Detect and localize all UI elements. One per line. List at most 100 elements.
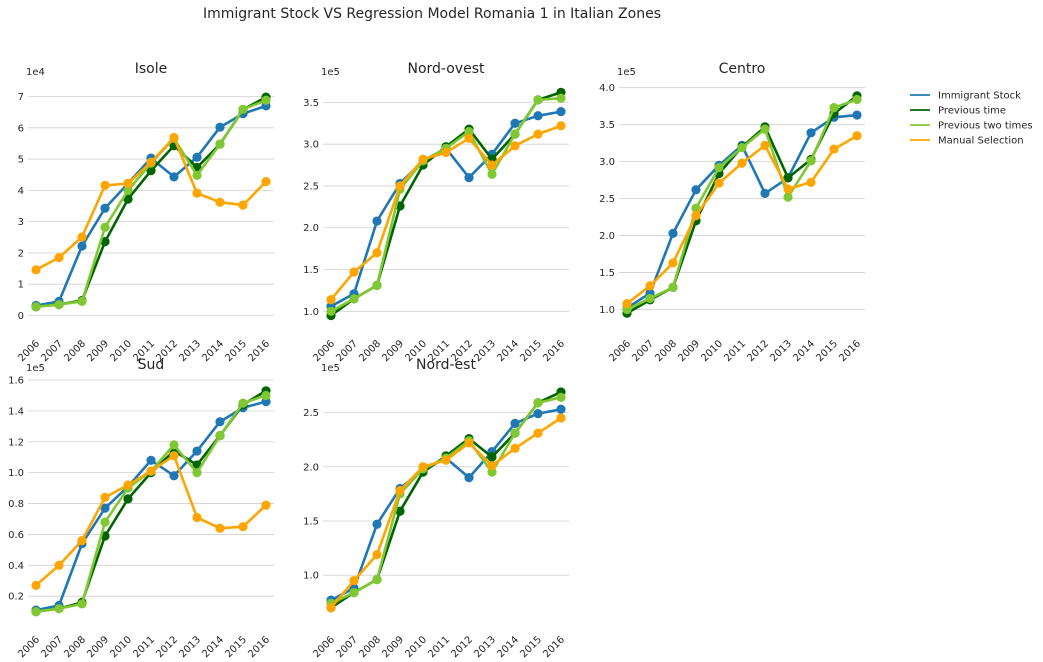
data-point xyxy=(510,118,520,128)
data-point xyxy=(100,492,110,502)
data-point xyxy=(533,111,543,121)
x-tick-label: 2014 xyxy=(791,338,817,364)
legend-label: Manual Selection xyxy=(938,136,1024,147)
data-point xyxy=(100,203,110,213)
data-point xyxy=(714,178,724,188)
series-manual-selection xyxy=(326,413,566,613)
y-tick-label: 1.5 xyxy=(303,265,319,276)
data-point xyxy=(215,122,225,132)
data-point xyxy=(829,144,839,154)
series-previous-two-times xyxy=(326,93,566,316)
legend-label: Previous time xyxy=(938,106,1006,117)
data-point xyxy=(238,398,248,408)
data-point xyxy=(668,282,678,292)
data-point xyxy=(31,265,41,275)
data-point xyxy=(806,177,816,187)
series-line xyxy=(330,96,562,313)
series-line xyxy=(35,389,267,613)
data-point xyxy=(806,128,816,138)
data-point xyxy=(238,522,248,532)
series-manual-selection xyxy=(31,132,271,275)
series-line xyxy=(35,400,267,612)
x-tick-label: 2007 xyxy=(630,338,656,364)
axis-multiplier: 1e5 xyxy=(321,67,340,78)
legend-label: Immigrant Stock xyxy=(938,91,1021,102)
x-tick-label: 2010 xyxy=(108,338,134,364)
y-tick-label: 1.4 xyxy=(8,406,24,417)
data-point xyxy=(418,462,428,472)
data-point xyxy=(464,133,474,143)
data-point xyxy=(372,549,382,560)
data-point xyxy=(100,180,110,190)
x-tick-label: 2011 xyxy=(426,634,452,658)
data-point xyxy=(169,172,179,182)
data-point xyxy=(645,293,655,304)
data-point xyxy=(77,599,87,609)
data-point xyxy=(395,506,405,516)
x-tick-label: 2016 xyxy=(246,338,272,364)
y-tick-label: 6 xyxy=(18,123,24,134)
x-tick-label: 2012 xyxy=(154,634,180,658)
x-tick-label: 2008 xyxy=(357,634,383,658)
data-point xyxy=(533,398,543,408)
data-point xyxy=(441,455,451,465)
data-point xyxy=(215,197,225,207)
data-point xyxy=(441,147,451,158)
series-immigrant-stock xyxy=(31,101,271,311)
data-point xyxy=(464,473,474,483)
data-point xyxy=(192,468,202,478)
y-tick-label: 1.5 xyxy=(599,268,615,279)
data-point xyxy=(395,181,405,191)
series-previous-two-times xyxy=(622,94,862,315)
axis-multiplier: 1e5 xyxy=(26,363,45,374)
legend-label: Previous two times xyxy=(938,121,1033,132)
series-manual-selection xyxy=(31,451,271,590)
x-tick-label: 2016 xyxy=(541,338,567,364)
data-point xyxy=(215,523,225,533)
y-tick-label: 1 xyxy=(18,280,24,291)
y-tick-label: 3.5 xyxy=(303,98,319,109)
data-point xyxy=(668,228,678,238)
y-tick-label: 3.5 xyxy=(599,120,615,131)
x-tick-label: 2008 xyxy=(653,338,679,364)
x-tick-label: 2008 xyxy=(357,338,383,364)
data-point xyxy=(395,486,405,496)
subplot-title: Sud xyxy=(138,357,165,373)
data-point xyxy=(169,440,179,450)
data-point xyxy=(372,248,382,258)
x-tick-label: 2013 xyxy=(177,634,203,658)
data-point xyxy=(326,603,336,613)
y-tick-label: 0.2 xyxy=(8,592,24,603)
figure-title: Immigrant Stock VS Regression Model Roma… xyxy=(203,6,661,22)
data-point xyxy=(77,536,87,546)
data-point xyxy=(100,237,110,247)
data-point xyxy=(192,170,202,180)
data-point xyxy=(349,294,359,304)
data-point xyxy=(737,158,747,168)
x-tick-label: 2015 xyxy=(223,338,249,364)
x-tick-label: 2012 xyxy=(449,634,475,658)
data-point xyxy=(31,580,41,590)
x-tick-label: 2010 xyxy=(699,338,725,364)
data-point xyxy=(829,103,839,113)
data-point xyxy=(215,417,225,427)
data-point xyxy=(77,241,87,251)
series-line xyxy=(626,94,858,315)
y-tick-label: 2.5 xyxy=(303,408,319,419)
data-point xyxy=(464,438,474,448)
data-point xyxy=(215,139,225,149)
x-tick-label: 2015 xyxy=(223,634,249,658)
x-tick-label: 2011 xyxy=(722,338,748,364)
data-point xyxy=(169,451,179,461)
x-tick-label: 2006 xyxy=(311,338,337,364)
data-point xyxy=(349,576,359,586)
data-point xyxy=(123,185,133,195)
legend-entry: Immigrant Stock xyxy=(910,91,1021,102)
y-tick-label: 3.0 xyxy=(303,140,319,151)
data-point xyxy=(487,452,497,462)
subplot-title: Nord-ovest xyxy=(408,61,486,77)
data-point xyxy=(215,430,225,441)
data-point xyxy=(510,418,520,428)
data-point xyxy=(510,428,520,438)
